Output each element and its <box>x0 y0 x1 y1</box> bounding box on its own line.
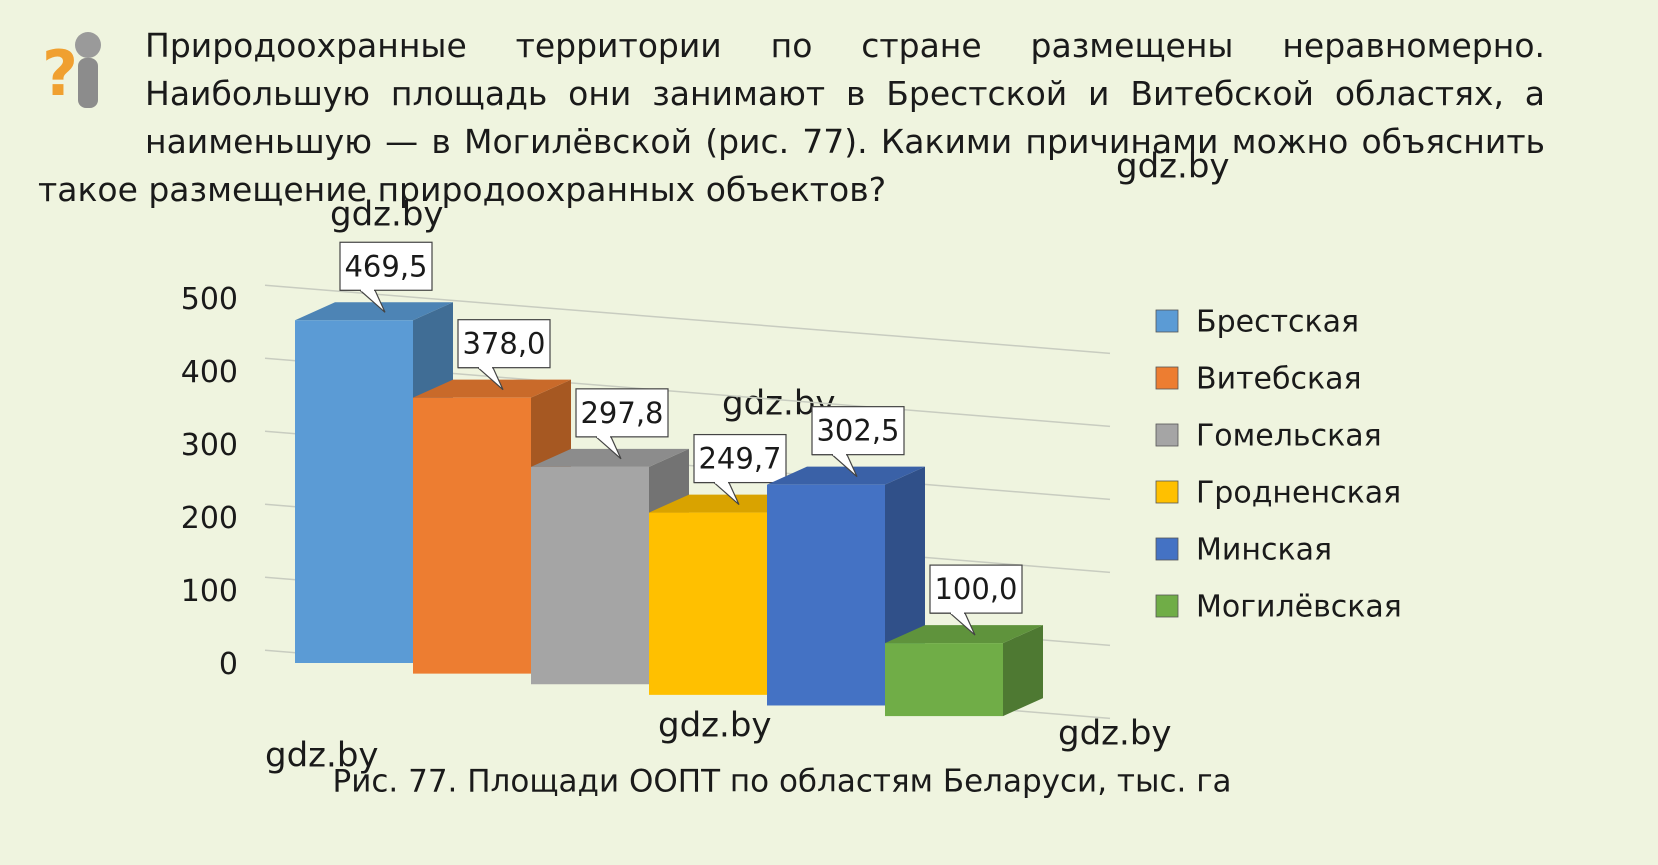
question-icon: ? <box>42 32 101 110</box>
bar-top <box>295 302 453 321</box>
question-text: Природоохранные территории по стране раз… <box>38 22 1545 214</box>
y-tick-label: 200 <box>181 501 238 536</box>
watermark: gdz.by <box>1116 147 1230 187</box>
bar-front <box>413 397 531 674</box>
value-label: 249,7 <box>698 442 781 476</box>
watermark: gdz.by <box>265 736 379 776</box>
y-tick-label: 500 <box>181 282 238 317</box>
y-tick-label: 100 <box>181 574 238 609</box>
bar-top <box>885 625 1043 644</box>
legend-label: Могилёвская <box>1196 590 1402 625</box>
y-tick-label: 300 <box>181 428 238 463</box>
value-label: 297,8 <box>580 396 663 430</box>
bar-top <box>531 448 689 467</box>
label-box <box>811 406 905 456</box>
legend-swatch <box>1155 309 1179 333</box>
legend-swatch <box>1155 423 1179 447</box>
bar-front <box>885 643 1003 717</box>
value-label: 469,5 <box>344 249 427 283</box>
label-box <box>457 319 551 369</box>
bar <box>885 625 1043 717</box>
bar-front <box>767 484 885 706</box>
watermark: gdz.by <box>330 195 444 235</box>
bar-top <box>413 379 571 398</box>
svg-text:?: ? <box>42 37 78 110</box>
watermark: gdz.by <box>658 706 772 746</box>
bar-front <box>649 512 767 695</box>
caption: Рис. 77. Площади ООПТ по областям Белару… <box>333 764 1232 800</box>
legend-label: Брестская <box>1196 305 1359 340</box>
y-tick-label: 0 <box>219 647 238 682</box>
legend-label: Витебская <box>1196 362 1362 397</box>
legend-swatch <box>1155 594 1179 618</box>
legend-label: Гомельская <box>1196 419 1382 454</box>
watermark: gdz.by <box>1058 714 1172 754</box>
y-tick-label: 400 <box>181 355 238 390</box>
label-box <box>929 564 1023 614</box>
legend-swatch <box>1155 366 1179 390</box>
bar <box>413 379 571 674</box>
grid-line <box>264 284 1111 355</box>
value-label: 302,5 <box>816 414 899 448</box>
bar-front <box>295 320 413 663</box>
label-box <box>693 433 787 484</box>
legend-swatch <box>1155 480 1179 504</box>
legend-label: Минская <box>1196 533 1332 568</box>
bar-side <box>1003 625 1043 717</box>
label-box <box>339 241 433 291</box>
bar-front <box>531 466 649 685</box>
label-box <box>575 388 669 438</box>
legend-label: Гродненская <box>1196 476 1401 511</box>
question: Природоохранные территории по стране раз… <box>38 26 1545 209</box>
value-label: 378,0 <box>462 327 545 361</box>
bar-top <box>767 466 925 485</box>
legend-swatch <box>1155 537 1179 561</box>
value-label: 100,0 <box>934 572 1017 606</box>
